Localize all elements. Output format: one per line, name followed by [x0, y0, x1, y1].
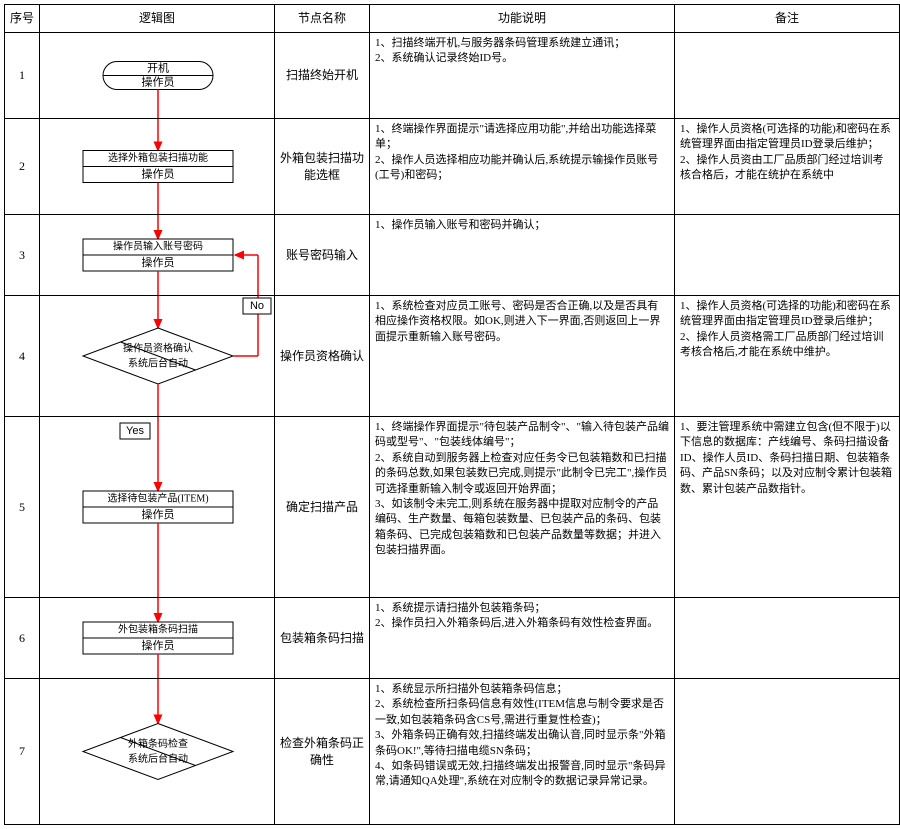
- svg-text:外箱条码检查: 外箱条码检查: [128, 737, 188, 750]
- svg-text:操作员: 操作员: [142, 507, 175, 521]
- flow-node-7: 外箱条码检查系统后台自动: [40, 679, 273, 824]
- svg-text:No: No: [250, 300, 264, 312]
- row-note: [675, 598, 900, 679]
- node-name: 外箱包装扫描功能选框: [275, 119, 370, 215]
- row-desc: 1、终端操作界面提示"待包装产品制令"、"输入待包装产品编码或型号"、"包装线体…: [370, 417, 675, 598]
- svg-text:操作员输入账号密码: 操作员输入账号密码: [113, 240, 203, 253]
- row-index: 3: [5, 215, 40, 296]
- flow-node-3: 操作员输入账号密码操作员: [40, 215, 273, 295]
- svg-text:系统后台自动: 系统后台自动: [128, 752, 188, 765]
- table-row: 6外包装箱条码扫描操作员包装箱条码扫描1、系统提示请扫描外包装箱条码；2、操作员…: [5, 598, 900, 679]
- table-row: 2选择外箱包装扫描功能操作员外箱包装扫描功能选框1、终端操作界面提示"请选择应用…: [5, 119, 900, 215]
- node-name: 包装箱条码扫描: [275, 598, 370, 679]
- table-row: 7外箱条码检查系统后台自动检查外箱条码正确性1、系统显示所扫描外包装箱条码信息；…: [5, 679, 900, 825]
- flow-node-5: 选择待包装产品(ITEM) 操作员 Yes: [40, 417, 273, 597]
- row-index: 4: [5, 296, 40, 417]
- flow-node-1: 开机操作员: [40, 33, 273, 118]
- row-index: 5: [5, 417, 40, 598]
- row-index: 2: [5, 119, 40, 215]
- row-note: 1、操作人员资格(可选择的功能)和密码在系统管理界面由指定管理员ID登录后维护；…: [675, 296, 900, 417]
- header-row: 序号 逻辑图 节点名称 功能说明 备注: [5, 5, 900, 33]
- svg-text:选择外箱包装扫描功能: 选择外箱包装扫描功能: [108, 151, 208, 164]
- svg-text:操作员资格确认: 操作员资格确认: [123, 342, 193, 355]
- th-diagram: 逻辑图: [40, 5, 275, 33]
- table-row: 1开机操作员扫描终始开机1、扫描终端开机,与服务器条码管理系统建立通讯；2、系统…: [5, 33, 900, 119]
- svg-text:操作员: 操作员: [142, 638, 175, 652]
- process-table: 序号 逻辑图 节点名称 功能说明 备注 1开机操作员扫描终始开机1、扫描终端开机…: [4, 4, 900, 825]
- row-index: 7: [5, 679, 40, 825]
- flow-cell: 选择待包装产品(ITEM) 操作员 Yes: [40, 417, 275, 598]
- row-note: 1、操作人员资格(可选择的功能)和密码在系统管理界面由指定管理员ID登录后维护；…: [675, 119, 900, 215]
- flow-cell: 操作员输入账号密码操作员: [40, 215, 275, 296]
- svg-text:外包装箱条码扫描: 外包装箱条码扫描: [118, 623, 198, 636]
- row-desc: 1、系统提示请扫描外包装箱条码；2、操作员扫入外箱条码后,进入外箱条码有效性检查…: [370, 598, 675, 679]
- table-row: 4操作员资格确认系统后台自动No操作员资格确认1、系统检查对应员工账号、密码是否…: [5, 296, 900, 417]
- flow-cell: 外包装箱条码扫描操作员: [40, 598, 275, 679]
- row-index: 6: [5, 598, 40, 679]
- svg-text:选择待包装产品(ITEM): 选择待包装产品(ITEM): [107, 492, 208, 505]
- th-note: 备注: [675, 5, 900, 33]
- svg-text:开机: 开机: [147, 61, 169, 75]
- flow-cell: 外箱条码检查系统后台自动: [40, 679, 275, 825]
- row-desc: 1、操作员输入账号和密码并确认；: [370, 215, 675, 296]
- row-note: [675, 215, 900, 296]
- row-index: 1: [5, 33, 40, 119]
- row-desc: 1、扫描终端开机,与服务器条码管理系统建立通讯；2、系统确认记录终始ID号。: [370, 33, 675, 119]
- flow-cell: 选择外箱包装扫描功能操作员: [40, 119, 275, 215]
- svg-text:Yes: Yes: [126, 425, 144, 437]
- row-note: 1、要注管理系统中需建立包含(但不限于)以下信息的数据库：产线编号、条码扫描设备…: [675, 417, 900, 598]
- svg-text:操作员: 操作员: [142, 75, 175, 89]
- row-desc: 1、终端操作界面提示"请选择应用功能",并给出功能选择菜单；2、操作人员选择相应…: [370, 119, 675, 215]
- th-desc: 功能说明: [370, 5, 675, 33]
- flow-node-6: 外包装箱条码扫描操作员: [40, 598, 273, 678]
- table-row: 3操作员输入账号密码操作员账号密码输入1、操作员输入账号和密码并确认；: [5, 215, 900, 296]
- row-desc: 1、系统显示所扫描外包装箱条码信息；2、系统检查所扫条码信息有效性(ITEM信息…: [370, 679, 675, 825]
- flow-node-2: 选择外箱包装扫描功能操作员: [40, 119, 273, 214]
- svg-text:系统后台自动: 系统后台自动: [128, 357, 188, 370]
- flow-cell: 操作员资格确认系统后台自动 No: [40, 296, 275, 417]
- flow-cell: 开机操作员: [40, 33, 275, 119]
- node-name: 扫描终始开机: [275, 33, 370, 119]
- row-note: [675, 33, 900, 119]
- svg-text:操作员: 操作员: [142, 167, 175, 181]
- row-desc: 1、系统检查对应员工账号、密码是否合正确,以及是否具有相应操作资格权限。如OK,…: [370, 296, 675, 417]
- node-name: 检查外箱条码正确性: [275, 679, 370, 825]
- row-note: [675, 679, 900, 825]
- node-name: 账号密码输入: [275, 215, 370, 296]
- th-idx: 序号: [5, 5, 40, 33]
- svg-text:操作员: 操作员: [142, 255, 175, 269]
- node-name: 操作员资格确认: [275, 296, 370, 417]
- node-name: 确定扫描产品: [275, 417, 370, 598]
- flow-node-4: 操作员资格确认系统后台自动 No: [40, 296, 273, 416]
- th-name: 节点名称: [275, 5, 370, 33]
- table-row: 5 选择待包装产品(ITEM) 操作员 Yes 确定扫描产品1、终端操作界面提示"待包装…: [5, 417, 900, 598]
